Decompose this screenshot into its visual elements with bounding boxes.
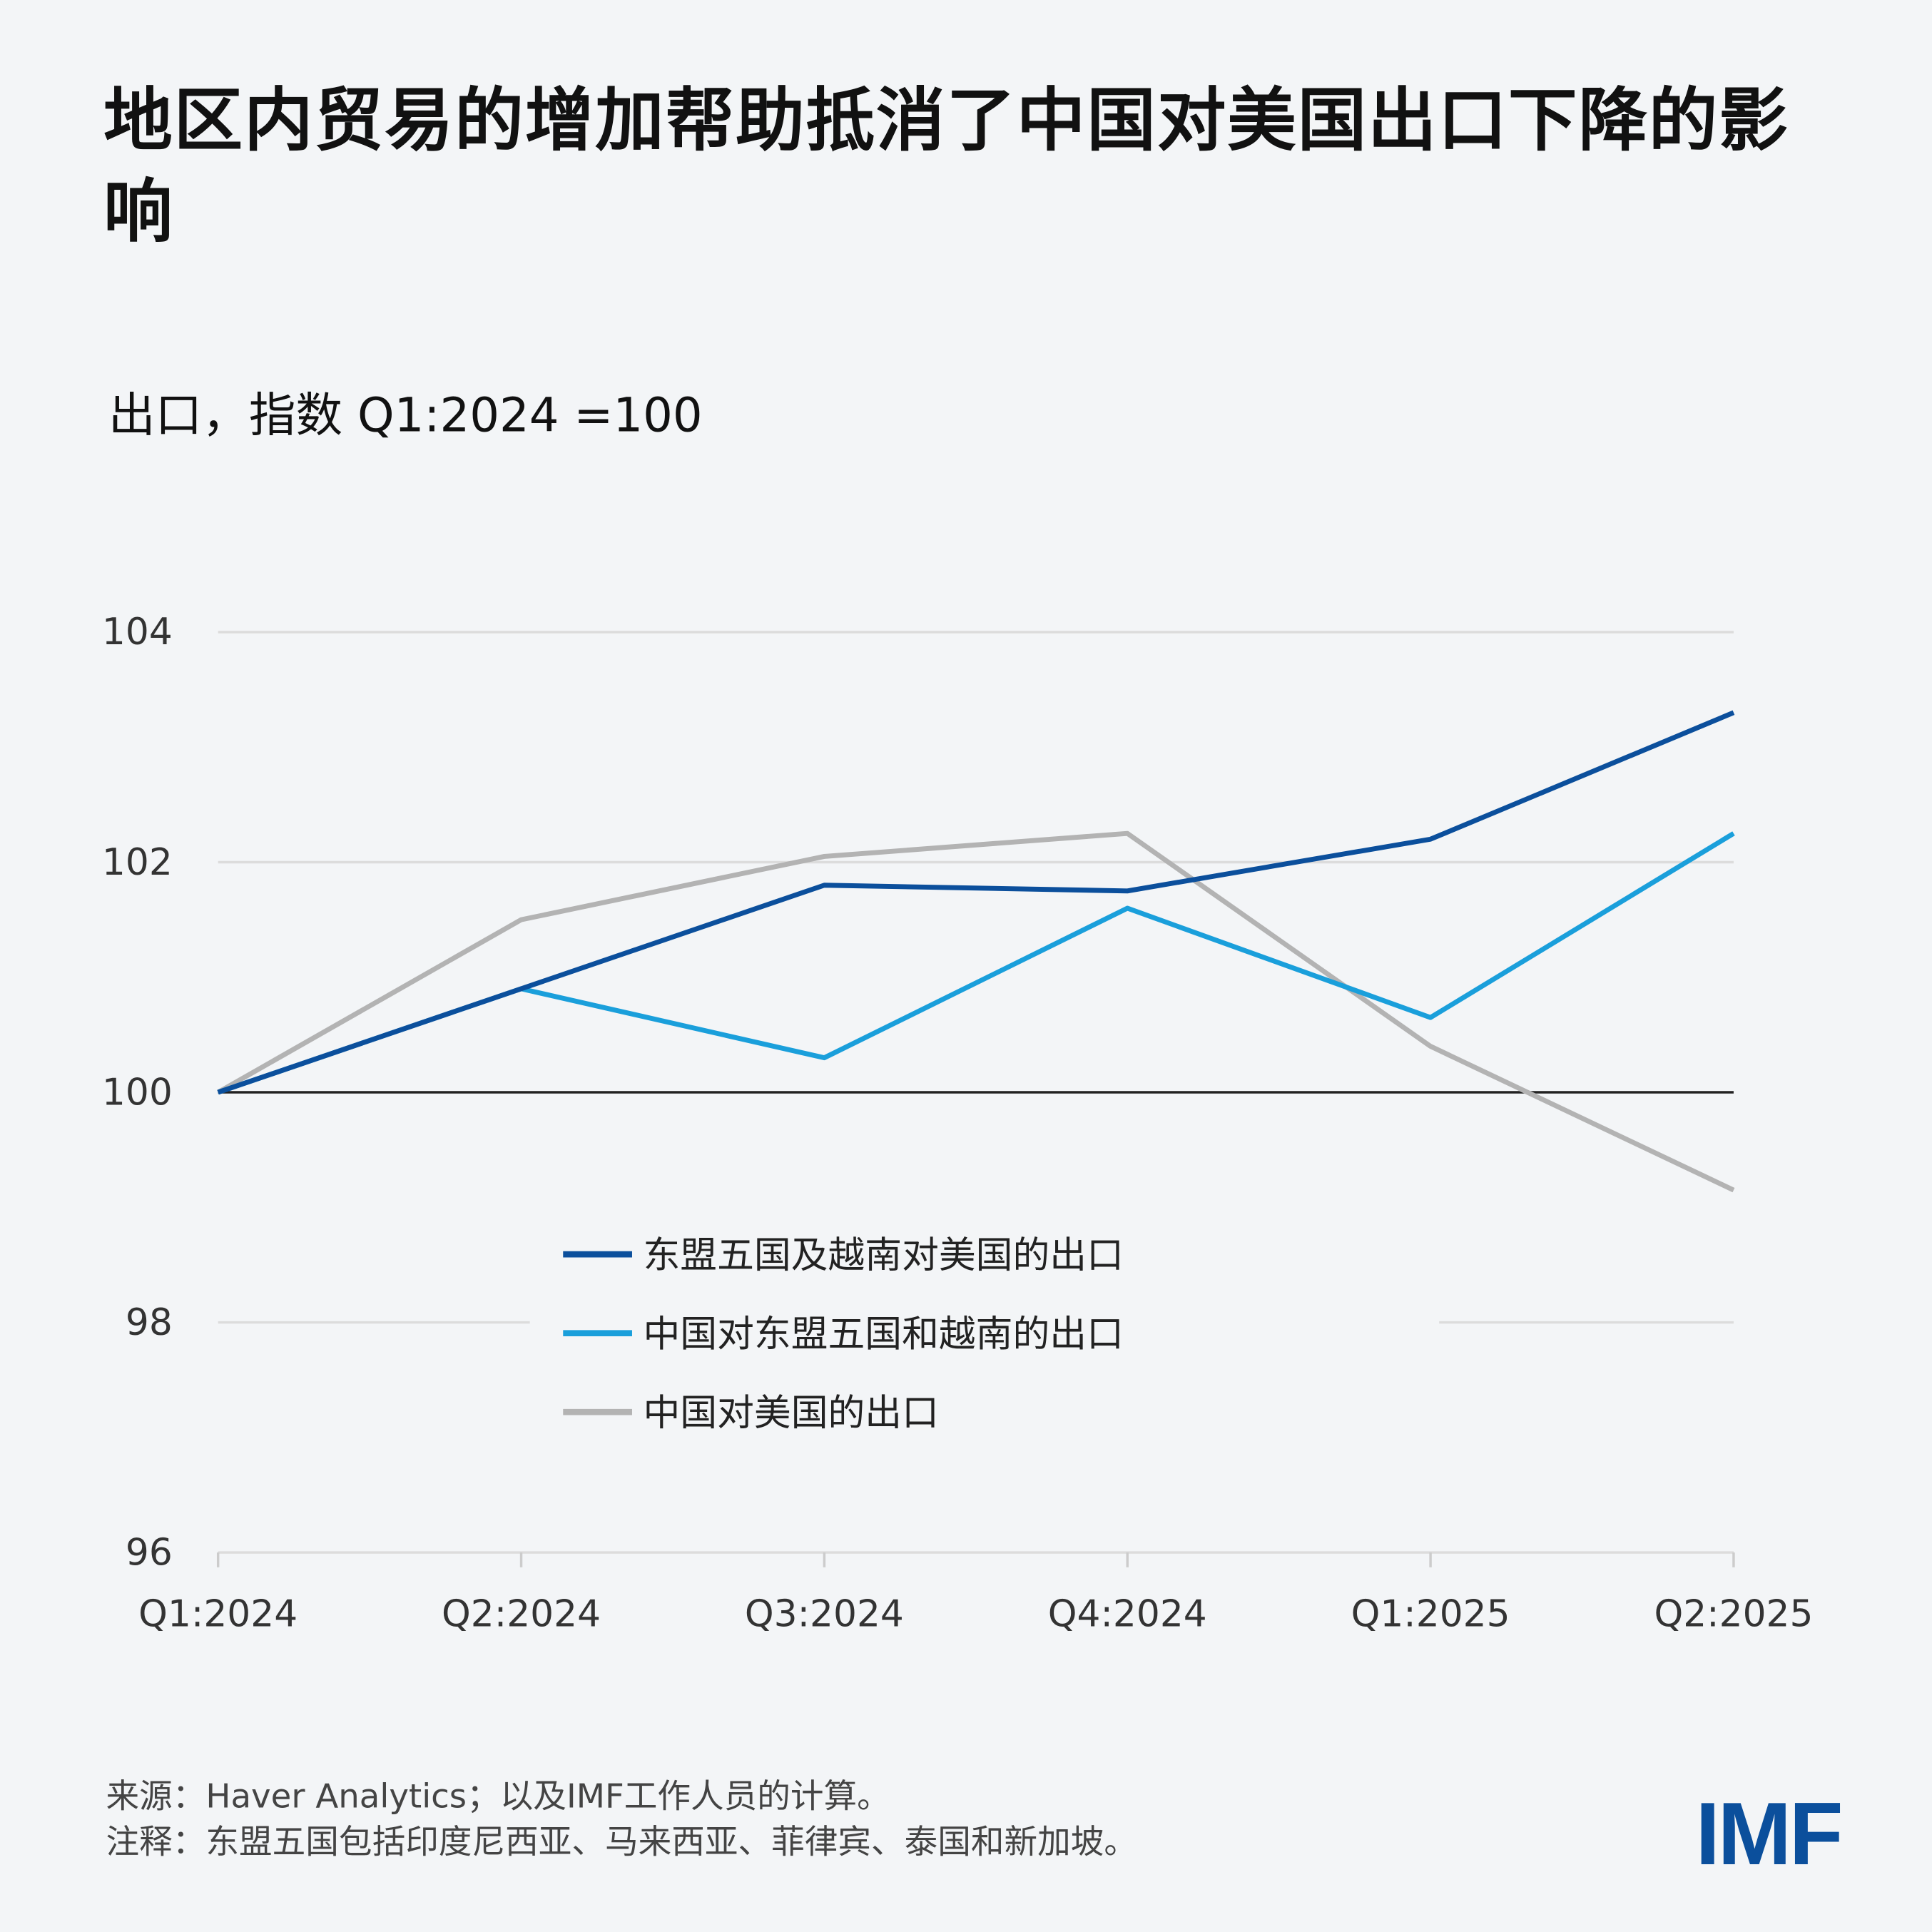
y-tick-label: 100	[102, 1071, 173, 1114]
y-tick-label: 96	[126, 1531, 173, 1574]
series-line-0	[217, 710, 1735, 1095]
series-line-2	[216, 830, 1735, 1193]
x-tick-label: Q2:2025	[1654, 1593, 1813, 1636]
source-note: 来源：Haver Analytics；以及IMF工作人员的计算。	[106, 1778, 890, 1816]
x-tick-label: Q3:2024	[745, 1593, 904, 1636]
x-tick-label: Q1:2024	[138, 1593, 298, 1636]
chart-subtitle: 出口，指数 Q1:2024 =100	[108, 388, 703, 443]
y-tick-label: 98	[126, 1301, 173, 1344]
y-tick-label: 104	[102, 611, 173, 654]
x-tick-label: Q4:2024	[1048, 1593, 1207, 1636]
chart-title: 地区内贸易的增加帮助抵消了中国对美国出口下降的影响	[103, 81, 1789, 253]
y-tick-label: 102	[102, 841, 173, 884]
legend-label: 中国对美国的出口	[644, 1392, 939, 1435]
imf-logo: IMF	[1695, 1785, 1843, 1884]
legend-label: 东盟五国及越南对美国的出口	[644, 1234, 1124, 1277]
legend-label: 中国对东盟五国和越南的出口	[644, 1313, 1124, 1356]
footnote: 注释：东盟五国包括印度尼西亚、马来西亚、菲律宾、泰国和新加坡。	[106, 1824, 1138, 1862]
x-tick-label: Q2:2024	[442, 1593, 601, 1636]
x-tick-label: Q1:2025	[1351, 1593, 1510, 1636]
footer: 来源：Haver Analytics；以及IMF工作人员的计算。 注释：东盟五国…	[106, 1774, 1138, 1866]
